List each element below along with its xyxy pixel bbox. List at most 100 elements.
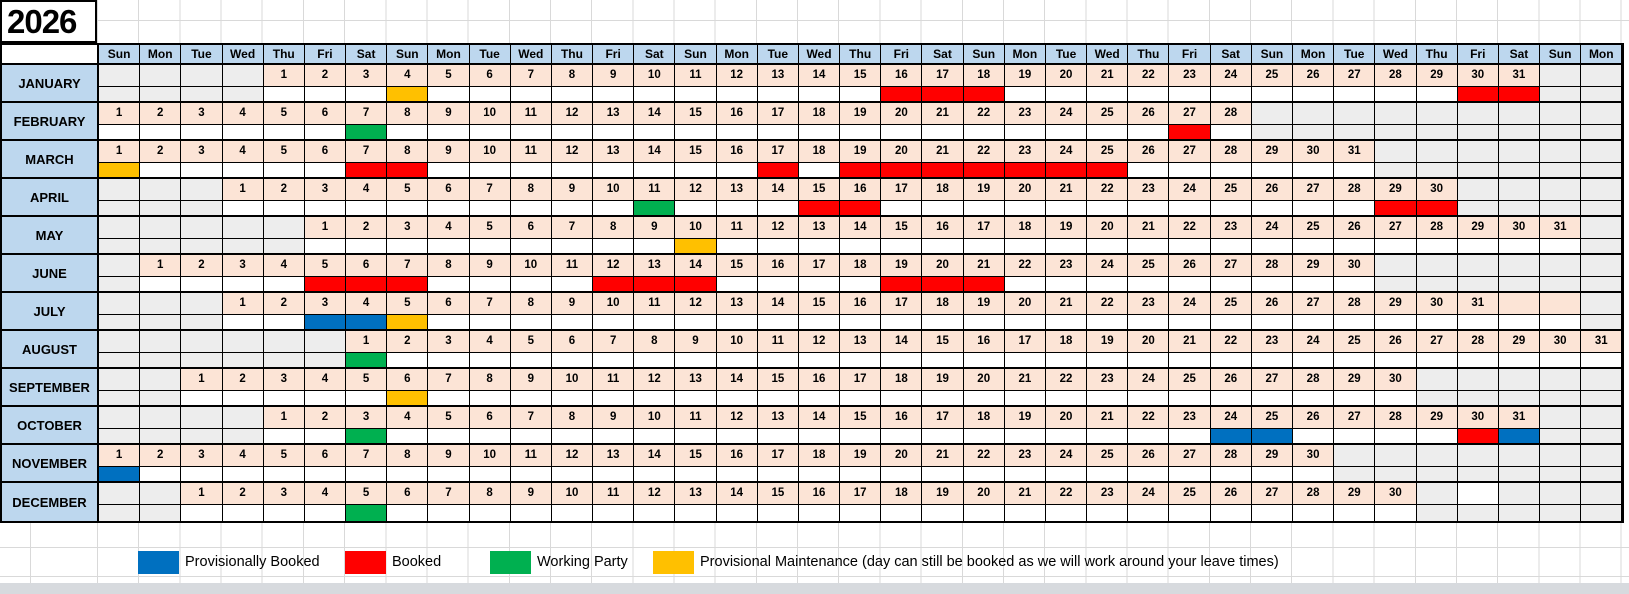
day-cell[interactable]: 28 (1292, 483, 1335, 505)
status-cell[interactable] (1292, 201, 1335, 217)
status-cell[interactable] (1004, 467, 1046, 483)
day-cell[interactable]: 18 (922, 293, 964, 315)
status-cell[interactable] (1581, 467, 1623, 483)
status-cell[interactable] (922, 505, 964, 521)
day-cell[interactable]: 26 (1128, 103, 1170, 125)
status-cell-provisional-maintenance[interactable] (675, 239, 717, 255)
day-cell[interactable]: 14 (757, 179, 799, 201)
day-cell[interactable]: 5 (346, 369, 388, 391)
status-cell[interactable] (510, 429, 552, 445)
day-cell[interactable]: 2 (140, 141, 182, 163)
status-cell[interactable] (1210, 277, 1252, 293)
day-cell[interactable]: 31 (1457, 293, 1499, 315)
day-cell[interactable] (222, 217, 264, 239)
status-cell[interactable] (798, 391, 841, 407)
day-cell[interactable]: 11 (510, 445, 552, 467)
day-cell[interactable]: 3 (346, 65, 388, 87)
status-cell-booked[interactable] (963, 277, 1005, 293)
day-cell[interactable]: 13 (757, 407, 799, 429)
status-cell-booked[interactable] (1004, 163, 1046, 179)
day-cell[interactable]: 25 (1169, 369, 1211, 391)
day-cell[interactable]: 13 (716, 293, 758, 315)
status-cell-provisionally-booked[interactable] (1498, 429, 1541, 445)
day-cell[interactable] (304, 331, 347, 353)
day-cell[interactable] (1416, 369, 1458, 391)
status-cell[interactable] (140, 505, 182, 521)
day-cell[interactable]: 15 (881, 217, 923, 239)
status-cell[interactable] (263, 277, 305, 293)
status-cell[interactable] (1457, 353, 1499, 369)
day-cell[interactable]: 12 (551, 445, 594, 467)
status-cell[interactable] (1169, 467, 1211, 483)
status-cell[interactable] (1210, 505, 1252, 521)
day-cell[interactable] (181, 65, 223, 87)
day-cell[interactable]: 13 (757, 65, 799, 87)
status-cell[interactable] (1334, 315, 1376, 331)
day-cell[interactable]: 29 (1292, 255, 1335, 277)
status-cell[interactable] (181, 391, 223, 407)
day-cell[interactable]: 6 (428, 293, 470, 315)
day-cell[interactable]: 17 (798, 255, 841, 277)
day-cell[interactable]: 10 (551, 369, 594, 391)
status-cell-booked[interactable] (346, 277, 388, 293)
status-cell[interactable] (140, 201, 182, 217)
status-cell[interactable] (263, 467, 305, 483)
status-cell[interactable] (304, 239, 347, 255)
day-cell[interactable] (1457, 103, 1499, 125)
status-cell[interactable] (593, 239, 635, 255)
day-cell[interactable]: 3 (181, 103, 223, 125)
status-cell-provisionally-booked[interactable] (346, 315, 388, 331)
status-cell[interactable] (181, 163, 223, 179)
status-cell[interactable] (1087, 239, 1129, 255)
day-cell[interactable] (99, 369, 141, 391)
status-cell[interactable] (1375, 277, 1417, 293)
status-cell[interactable] (1292, 391, 1335, 407)
status-cell-booked[interactable] (387, 277, 429, 293)
day-cell[interactable]: 17 (757, 141, 799, 163)
status-cell[interactable] (881, 315, 923, 331)
day-cell[interactable]: 18 (963, 407, 1005, 429)
day-cell[interactable] (99, 293, 141, 315)
day-cell[interactable]: 28 (1292, 369, 1335, 391)
status-cell[interactable] (1210, 125, 1252, 141)
status-cell[interactable] (428, 505, 470, 521)
day-cell[interactable]: 29 (1251, 141, 1293, 163)
status-cell[interactable] (1540, 163, 1582, 179)
day-cell[interactable] (222, 65, 264, 87)
day-cell[interactable] (1581, 407, 1623, 429)
day-cell[interactable]: 8 (387, 141, 429, 163)
day-cell[interactable] (222, 407, 264, 429)
status-cell[interactable] (263, 391, 305, 407)
status-cell[interactable] (222, 429, 264, 445)
day-cell[interactable]: 29 (1334, 369, 1376, 391)
day-cell[interactable]: 29 (1375, 179, 1417, 201)
day-cell[interactable]: 19 (922, 369, 964, 391)
day-cell[interactable]: 9 (634, 217, 676, 239)
status-cell[interactable] (840, 239, 882, 255)
day-cell[interactable] (1498, 141, 1541, 163)
status-cell[interactable] (510, 87, 552, 103)
day-cell[interactable]: 30 (1375, 369, 1417, 391)
status-cell[interactable] (1169, 315, 1211, 331)
day-cell[interactable] (1581, 369, 1623, 391)
status-cell[interactable] (1292, 429, 1335, 445)
day-cell[interactable]: 12 (716, 65, 758, 87)
day-cell[interactable]: 26 (1210, 483, 1252, 505)
status-cell[interactable] (1375, 163, 1417, 179)
status-cell-booked[interactable] (757, 163, 799, 179)
day-cell[interactable]: 24 (1045, 103, 1088, 125)
status-cell[interactable] (716, 239, 758, 255)
day-cell[interactable] (1292, 103, 1335, 125)
status-cell[interactable] (181, 201, 223, 217)
day-cell[interactable]: 4 (222, 445, 264, 467)
day-cell[interactable]: 2 (304, 65, 347, 87)
status-cell[interactable] (510, 201, 552, 217)
day-cell[interactable] (1498, 293, 1541, 315)
day-cell[interactable]: 5 (469, 217, 511, 239)
day-cell[interactable]: 9 (510, 369, 552, 391)
day-cell[interactable]: 20 (922, 255, 964, 277)
day-cell[interactable]: 2 (263, 179, 305, 201)
day-cell[interactable]: 20 (1087, 217, 1129, 239)
day-cell[interactable]: 11 (675, 407, 717, 429)
day-cell[interactable]: 13 (634, 255, 676, 277)
